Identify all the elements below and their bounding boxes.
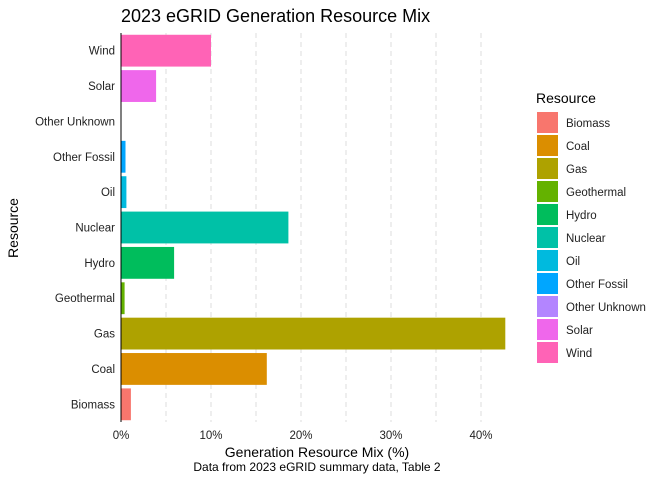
y-tick-label: Wind <box>89 46 115 58</box>
legend-swatch <box>537 227 558 248</box>
legend-swatch <box>537 250 558 271</box>
legend-label: Coal <box>566 141 590 153</box>
legend-label: Solar <box>566 325 593 337</box>
y-tick-label: Other Fossil <box>53 152 115 164</box>
x-tick-label: 10% <box>199 430 222 442</box>
bars <box>121 34 506 421</box>
bar-oil <box>121 176 127 209</box>
y-tick-label: Hydro <box>84 258 115 270</box>
legend-swatch <box>537 342 558 363</box>
x-tick-label: 40% <box>469 430 492 442</box>
bar-hydro <box>121 246 175 279</box>
legend-swatch <box>537 158 558 179</box>
legend-label: Hydro <box>566 210 597 222</box>
legend-swatch <box>537 273 558 294</box>
y-axis-title: Resource <box>5 198 21 258</box>
y-tick-label: Nuclear <box>75 223 115 235</box>
legend-swatch <box>537 112 558 133</box>
bar-wind <box>121 34 211 67</box>
legend-swatch <box>537 135 558 156</box>
legend: Biomass Coal Gas Geothermal Hydro Nuclear Oil O… <box>537 112 646 363</box>
bar-coal <box>121 353 267 385</box>
legend-label: Wind <box>566 348 592 360</box>
legend-swatch <box>537 296 558 317</box>
legend-swatch <box>537 181 558 202</box>
bar-biomass <box>121 388 131 421</box>
x-tick-label: 30% <box>379 430 402 442</box>
legend-label: Biomass <box>566 118 610 130</box>
legend-label: Gas <box>566 164 587 176</box>
y-tick-labels: Biomass Coal Gas Geothermal Hydro Nuclear Oil O… <box>35 46 115 412</box>
legend-label: Other Unknown <box>566 302 646 314</box>
legend-swatch <box>537 319 558 340</box>
legend-label: Other Fossil <box>566 279 628 291</box>
y-tick-label: Coal <box>91 364 115 376</box>
legend-label: Oil <box>566 256 580 268</box>
bar-gas <box>121 317 506 350</box>
y-tick-label: Biomass <box>71 399 115 411</box>
bar-other-fossil <box>121 140 126 173</box>
chart-caption: Data from 2023 eGRID summary data, Table… <box>193 460 441 474</box>
y-tick-label: Geothermal <box>55 293 115 305</box>
y-tick-label: Oil <box>101 187 115 199</box>
legend-label: Nuclear <box>566 233 606 245</box>
x-tick-label: 20% <box>289 430 312 442</box>
x-tick-label: 0% <box>113 430 130 442</box>
legend-title: Resource <box>536 90 596 106</box>
legend-swatch <box>537 204 558 225</box>
x-tick-labels: 0% 10% 20% 30% 40% <box>113 430 493 442</box>
y-tick-label: Solar <box>88 81 115 93</box>
x-axis-title: Generation Resource Mix (%) <box>225 444 409 460</box>
bar-geothermal <box>121 282 125 315</box>
legend-label: Geothermal <box>566 187 626 199</box>
bar-solar <box>121 70 157 102</box>
chart-title: 2023 eGRID Generation Resource Mix <box>121 6 430 26</box>
bar-nuclear <box>121 211 289 244</box>
y-tick-label: Other Unknown <box>35 116 115 128</box>
y-tick-label: Gas <box>94 329 115 341</box>
